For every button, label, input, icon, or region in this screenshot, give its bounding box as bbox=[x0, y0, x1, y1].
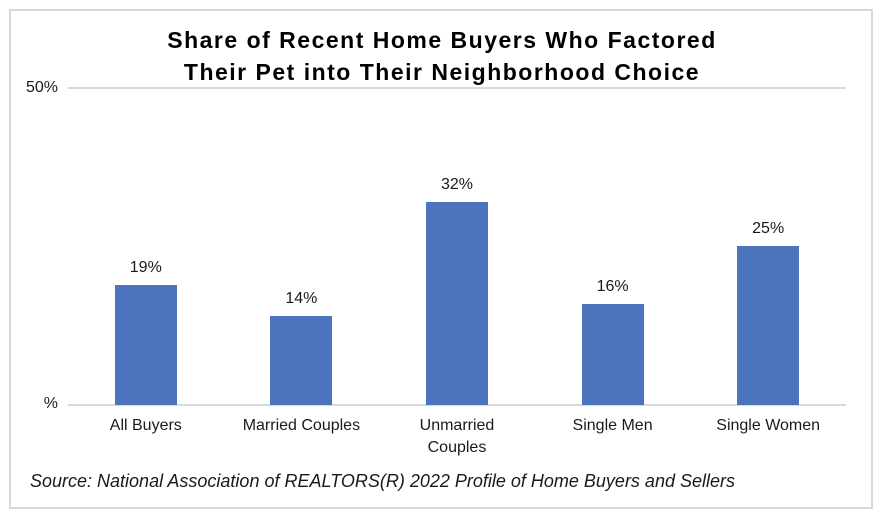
value-label-all-buyers: 19% bbox=[129, 259, 162, 276]
bar-group-unmarried-couples: 32% bbox=[379, 88, 535, 405]
chart-title: Share of Recent Home Buyers Who Factored… bbox=[0, 24, 884, 88]
chart-title-line-2: Their Pet into Their Neighborhood Choice bbox=[183, 59, 701, 85]
x-label-unmarried-couples: Unmarried Couples bbox=[419, 417, 495, 456]
x-axis-labels: All Buyers Married Couples Unmarried Couple… bbox=[68, 415, 846, 459]
bar-single-women bbox=[737, 246, 800, 405]
x-label-single-men: Single Men bbox=[572, 417, 653, 434]
x-label-married-couples: Married Couples bbox=[242, 417, 361, 434]
plot-area: 19% 14% 32% 16% 25% bbox=[68, 88, 846, 405]
y-axis-label-top: 50% bbox=[25, 79, 58, 96]
x-axis-baseline bbox=[68, 404, 846, 406]
y-axis-label-bottom: % bbox=[43, 395, 58, 412]
source-note: Source: National Association of REALTORS… bbox=[30, 471, 735, 491]
value-label-unmarried-couples: 32% bbox=[440, 176, 473, 193]
bar-unmarried-couples bbox=[425, 202, 488, 405]
value-label-single-men: 16% bbox=[596, 278, 629, 295]
bar-single-men bbox=[581, 304, 644, 405]
gridline-50-percent bbox=[68, 87, 846, 89]
chart-title-line-1: Share of Recent Home Buyers Who Factored bbox=[167, 27, 717, 53]
bar-group-single-men: 16% bbox=[535, 88, 691, 405]
x-label-all-buyers: All Buyers bbox=[109, 417, 182, 434]
bar-all-buyers bbox=[114, 285, 177, 405]
value-label-single-women: 25% bbox=[752, 220, 785, 237]
x-label-single-women: Single Women bbox=[716, 417, 821, 434]
value-label-married-couples: 14% bbox=[285, 290, 318, 307]
bar-group-married-couples: 14% bbox=[224, 88, 380, 405]
bar-married-couples bbox=[270, 316, 333, 405]
bar-group-single-women: 25% bbox=[690, 88, 846, 405]
bar-group-all-buyers: 19% bbox=[68, 88, 224, 405]
